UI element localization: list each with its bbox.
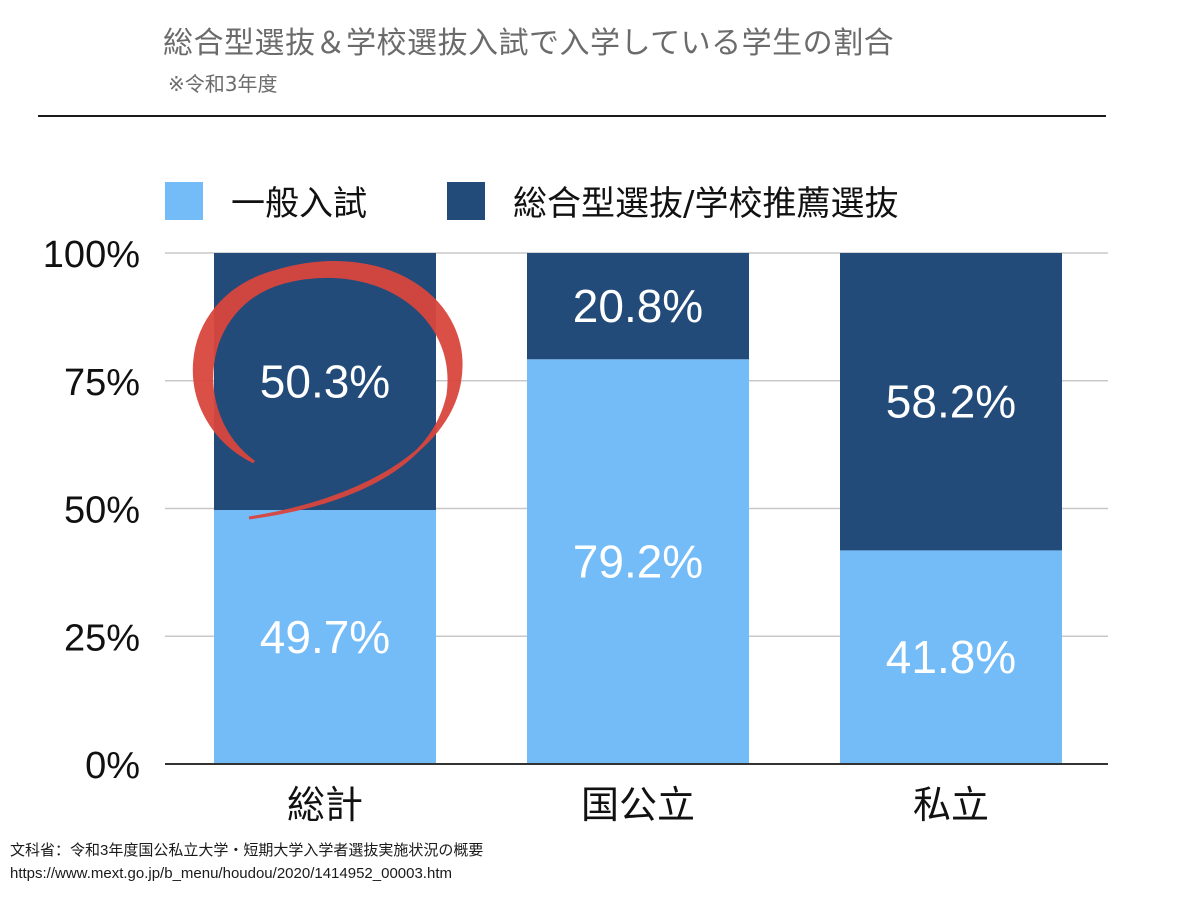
y-tick-label: 75% bbox=[64, 362, 140, 404]
x-category-label: 国公立 bbox=[581, 783, 695, 827]
legend-item-general: 一般入試 bbox=[165, 176, 367, 225]
bar-segment-general bbox=[527, 359, 749, 764]
data-label: 79.2% bbox=[573, 536, 703, 588]
y-tick-label: 100% bbox=[43, 234, 140, 276]
data-label: 20.8% bbox=[573, 280, 703, 332]
y-tick-label: 50% bbox=[64, 490, 140, 532]
data-label: 58.2% bbox=[886, 376, 1016, 428]
legend-swatch-selective bbox=[447, 181, 485, 220]
legend-label-selective: 総合型選抜/学校推薦選抜 bbox=[513, 184, 899, 224]
legend-label-general: 一般入試 bbox=[231, 184, 367, 224]
highlight-circle-annotation bbox=[192, 261, 463, 520]
x-category-label: 私立 bbox=[913, 783, 989, 827]
chart-subtitle: ※令和3年度 bbox=[168, 72, 278, 96]
data-label: 41.8% bbox=[886, 631, 1016, 683]
source-citation: 文科省：令和3年度国公私立大学・短期大学入学者選抜実施状況の概要 bbox=[10, 842, 484, 859]
bar-segment-general bbox=[214, 510, 436, 764]
chart-title: 総合型選抜＆学校選抜入試で入学している学生の割合 bbox=[163, 26, 895, 61]
legend: 一般入試 総合型選抜/学校推薦選抜 bbox=[165, 176, 978, 225]
bar-segment-selective bbox=[840, 253, 1062, 551]
y-tick-label: 25% bbox=[64, 617, 140, 659]
source-url: https://www.mext.go.jp/b_menu/houdou/202… bbox=[10, 865, 452, 882]
bar-segment-selective bbox=[527, 253, 749, 360]
legend-item-selective: 総合型選抜/学校推薦選抜 bbox=[447, 176, 898, 225]
data-label: 49.7% bbox=[260, 611, 390, 663]
legend-swatch-general bbox=[165, 181, 203, 220]
bar-segment-general bbox=[840, 550, 1062, 764]
data-label: 50.3% bbox=[260, 356, 390, 408]
y-tick-label: 0% bbox=[85, 745, 140, 787]
x-category-label: 総計 bbox=[287, 783, 363, 827]
title-divider bbox=[38, 115, 1106, 117]
